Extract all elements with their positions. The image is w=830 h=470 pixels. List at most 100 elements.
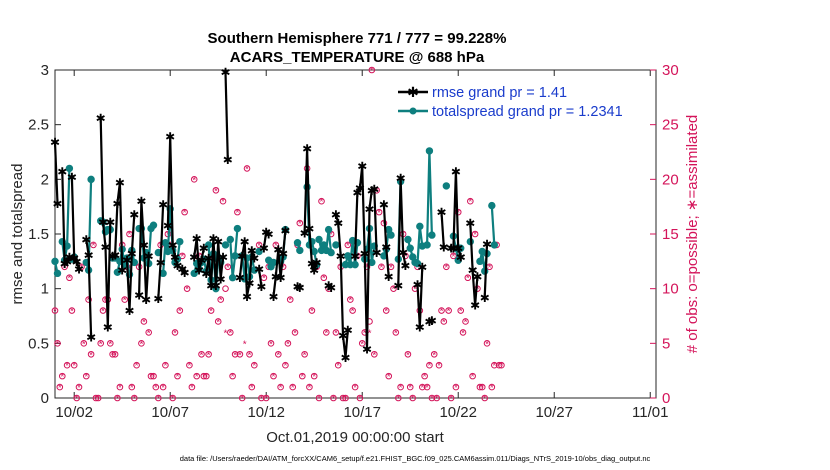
rmse-point: ✱ — [244, 277, 254, 291]
rmse-point: ✱ — [240, 235, 250, 249]
rmse-point: ✱ — [360, 247, 370, 261]
obs-possible-marker — [116, 383, 124, 391]
obs-assimilated-marker: * — [130, 383, 134, 394]
series-lines: ✱✱✱✱✱✱✱✱✱✱✱✱✱✱✱✱✱✱✱✱✱✱✱✱✱✱✱✱✱✱✱✱✱✱✱✱✱✱✱✱… — [50, 66, 499, 365]
obs-possible-marker — [272, 241, 280, 249]
obs-assimilated-marker: * — [420, 383, 424, 394]
rmse-point: ✱ — [292, 280, 302, 294]
obs-possible-marker — [236, 350, 244, 358]
totalspread-point — [228, 274, 237, 282]
rmse-point: ✱ — [168, 238, 178, 252]
obs-assimilated-marker: * — [60, 372, 64, 383]
obs-possible-marker — [296, 219, 304, 227]
obs-possible-marker — [351, 383, 359, 391]
totalspread-point — [428, 231, 436, 239]
obs-assimilated-marker: * — [329, 230, 333, 241]
obs-assimilated-marker: * — [322, 274, 326, 285]
obs-assimilated-marker: * — [384, 307, 388, 318]
rmse-point: ✱ — [439, 241, 449, 255]
y-right-tick-label: 30 — [662, 62, 679, 79]
obs-assimilated-marker: * — [288, 296, 292, 307]
rmse-point: ✱ — [235, 271, 245, 285]
rmse-line — [440, 212, 445, 248]
rmse-point: ✱ — [336, 249, 346, 263]
obs-assimilated-marker: * — [248, 350, 252, 361]
obs-possible-marker — [308, 307, 316, 314]
rmse-point: ✱ — [295, 281, 305, 295]
obs-possible-marker — [445, 307, 452, 314]
obs-assimilated-marker: * — [235, 208, 239, 219]
obs-possible-marker — [315, 394, 323, 402]
rmse-point: ✱ — [446, 242, 456, 256]
obs-assimilated-marker: * — [161, 383, 165, 394]
obs-possible-marker — [392, 329, 400, 336]
totalspread-point — [226, 235, 235, 244]
obs-assimilated-marker: * — [475, 285, 479, 296]
obs-possible-marker — [481, 394, 489, 402]
rmse-line — [382, 204, 390, 277]
obs-assimilated-marker: * — [353, 383, 357, 394]
obs-possible-marker — [495, 361, 503, 369]
totalspread-point — [344, 252, 352, 260]
rmse-point: ✱ — [436, 206, 446, 220]
obs-assimilated-marker: * — [65, 361, 69, 372]
obs-assimilated-marker: * — [437, 361, 441, 372]
rmse-point: ✱ — [98, 215, 108, 229]
rmse-point: ✱ — [139, 238, 149, 252]
rmse-line — [258, 268, 263, 287]
obs-possible-marker — [219, 197, 227, 205]
rmse-point: ✱ — [307, 257, 317, 271]
rmse-point: ✱ — [384, 270, 394, 284]
axis-ticks: 10/02 10/07 10/12 10/17 10/22 10/27 11/0100.51… — [28, 62, 679, 421]
rmse-point: ✱ — [86, 330, 96, 344]
rmse-point: ✱ — [451, 165, 461, 179]
obs-assimilated-marker: * — [108, 339, 112, 350]
obs-assimilated-marker: * — [430, 394, 434, 405]
obs-assimilated-marker: * — [176, 372, 180, 383]
obs-possible-marker — [332, 329, 340, 336]
x-tick-label: 11/01 — [632, 404, 668, 421]
y-axis-right-label: # of obs: o=possible; ∗=assimilated — [684, 115, 701, 354]
totalspread-point — [387, 231, 395, 239]
obs-assimilated-marker: * — [128, 230, 132, 241]
obs-possible-marker — [483, 340, 491, 347]
rmse-point: ✱ — [352, 186, 362, 200]
obs-assimilated-marker: * — [252, 361, 256, 372]
legend-rmse-marker: ✱ — [407, 84, 419, 100]
rmse-point: ✱ — [453, 242, 463, 256]
rmse-point: ✱ — [278, 247, 288, 261]
obs-assimilated-marker: * — [471, 372, 475, 383]
obs-possible-marker — [277, 383, 284, 391]
obs-assimilated-marker: * — [185, 285, 189, 296]
obs-assimilated-marker: * — [118, 383, 122, 394]
rmse-point: ✱ — [62, 255, 72, 269]
obs-assimilated-marker: * — [358, 394, 362, 405]
rmse-line — [397, 177, 407, 286]
obs-possible-marker — [56, 383, 64, 391]
rmse-line — [157, 204, 165, 299]
obs-assimilated-marker: * — [298, 219, 302, 230]
totalspread-point — [51, 257, 59, 266]
obs-possible-marker — [217, 296, 225, 303]
rmse-point: ✱ — [280, 224, 290, 238]
obs-possible-marker — [404, 350, 412, 358]
totalspread-point — [255, 247, 263, 256]
x-axis-label: Oct.01,2019 00:00:00 start — [266, 429, 444, 446]
totalspread-line — [490, 205, 496, 245]
chart-title-line-2: ACARS_TEMPERATURE @ 688 hPa — [230, 49, 485, 66]
data-file-footnote: data file: /Users/raeder/DAI/ATM_forcXX/… — [180, 454, 651, 463]
obs-assimilated-marker: * — [392, 285, 396, 296]
totalspread-point — [53, 269, 62, 278]
rmse-point: ✱ — [110, 248, 120, 262]
obs-assimilated-marker: * — [111, 350, 115, 361]
rmse-point: ✱ — [309, 264, 319, 278]
obs-assimilated-marker: * — [375, 186, 379, 197]
totalspread-point — [332, 241, 340, 249]
obs-assimilated-marker: * — [269, 339, 273, 350]
y-right-tick-label: 10 — [662, 281, 679, 298]
obs-possible-marker — [371, 350, 378, 358]
obs-possible-marker — [299, 372, 306, 380]
obs-assimilated-marker: * — [250, 383, 254, 394]
totalspread-point — [269, 258, 278, 267]
